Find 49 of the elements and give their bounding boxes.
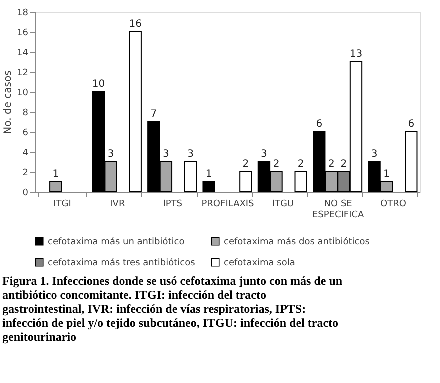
x-tick-label: ITGI: [54, 200, 72, 210]
y-tick-label: 0: [22, 188, 29, 198]
data-label: 7: [150, 109, 158, 120]
data-label: 3: [188, 149, 194, 160]
x-tick-label: NO SE ESPECIFICA: [312, 200, 366, 220]
bar: [202, 182, 216, 192]
y-axis-title: No. de casos: [3, 70, 14, 134]
x-tick-label: ITGU: [272, 200, 294, 210]
x-tick-label: IVR: [110, 200, 126, 210]
y-tick-label: 10: [17, 88, 29, 98]
x-tick-label: PROFILAXIS: [202, 200, 255, 210]
data-label: 10: [92, 79, 106, 90]
bar: [129, 32, 142, 192]
data-label: 1: [206, 169, 212, 180]
bar: [294, 172, 308, 192]
y-tick-label: 6: [22, 128, 29, 138]
text: Figura 1. Infecciones donde se usó cefotaxima junto con más de un antibiótico concomitante. ITGI: infección del tracto gastrointestinal, IVR: infección de vías respiratorias, IPTS: infección de piel y/o tejido subcutáneo, ITGU: infección del tracto genitourinario: [2, 274, 343, 344]
data-label: 1: [52, 169, 60, 180]
legend-label: cefotaxima más dos antibióticos: [224, 236, 370, 248]
data-label: 2: [242, 159, 250, 170]
y-tick-label: 8: [22, 108, 29, 118]
y-tick-label: 14: [17, 48, 29, 58]
data-label: 3: [371, 149, 378, 160]
data-label: 6: [316, 119, 323, 130]
y-tick-label: 16: [17, 28, 29, 38]
y-tick-label: 2: [22, 168, 28, 178]
y-tick-label: 12: [17, 68, 28, 78]
data-label: 1: [384, 169, 390, 180]
data-label: 6: [408, 119, 415, 130]
bar: [405, 132, 418, 192]
x-tick-label: OTRO: [380, 200, 406, 210]
legend-label: cefotaxima más un antibiótico: [48, 236, 186, 248]
data-label: 3: [163, 149, 170, 160]
y-tick-label: 18: [17, 8, 29, 18]
data-label: 13: [350, 49, 363, 60]
bar: [184, 162, 198, 192]
legend-label: cefotaxima más tres antibióticos: [48, 258, 196, 268]
data-label: 2: [328, 159, 335, 170]
data-label: 16: [129, 19, 142, 30]
data-label: 2: [273, 159, 280, 170]
x-tick-label: IPTS: [163, 200, 183, 210]
data-label: 3: [261, 149, 268, 160]
legend-label: cefotaxima sola: [224, 258, 296, 268]
data-label: 3: [108, 149, 114, 160]
data-label: 2: [340, 159, 348, 170]
bar: [50, 182, 62, 192]
y-tick-label: 4: [22, 148, 29, 158]
data-label: 2: [298, 159, 304, 170]
bar: [240, 172, 252, 192]
